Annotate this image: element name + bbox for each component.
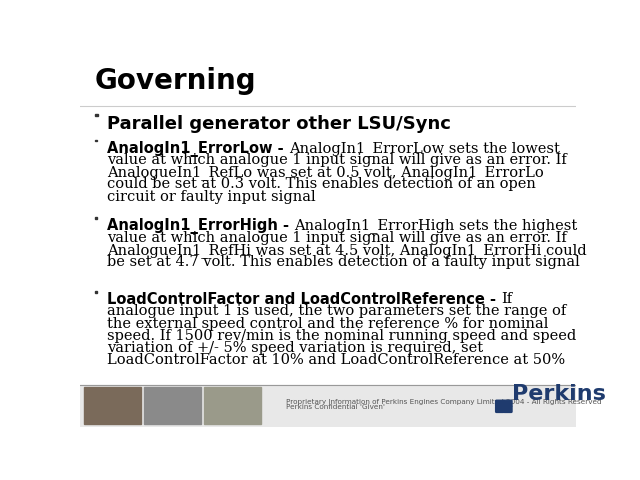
Text: LoadControlFactor and LoadControlReference -: LoadControlFactor and LoadControlReferen… xyxy=(108,292,501,307)
FancyBboxPatch shape xyxy=(495,400,504,407)
Text: speed. If 1500 rev/min is the nominal running speed and speed: speed. If 1500 rev/min is the nominal ru… xyxy=(108,329,577,343)
Text: AnalogueIn1_RefLo was set at 0.5 volt, AnalogIn1_ErrorLo: AnalogueIn1_RefLo was set at 0.5 volt, A… xyxy=(108,165,544,180)
Text: could be set at 0.3 volt. This enables detection of an open: could be set at 0.3 volt. This enables d… xyxy=(108,177,536,192)
FancyBboxPatch shape xyxy=(495,406,504,412)
Text: Parallel generator other LSU/Sync: Parallel generator other LSU/Sync xyxy=(108,115,451,133)
Bar xyxy=(95,140,97,142)
Text: AnalogueIn1_RefHi was set at 4.5 volt, AnalogIn1_ErrorHi could: AnalogueIn1_RefHi was set at 4.5 volt, A… xyxy=(108,243,587,258)
Text: Proprietary Information of Perkins Engines Company Limited 2004 - All Rights Res: Proprietary Information of Perkins Engin… xyxy=(286,399,602,405)
Bar xyxy=(95,114,98,116)
Bar xyxy=(80,384,576,427)
Bar xyxy=(95,217,97,219)
Text: circuit or faulty input signal: circuit or faulty input signal xyxy=(108,190,316,204)
FancyBboxPatch shape xyxy=(504,406,512,412)
Bar xyxy=(84,387,141,423)
Text: AnalogIn1_ErrorLow -: AnalogIn1_ErrorLow - xyxy=(108,141,289,157)
Text: variation of +/- 5% speed variation is required, set: variation of +/- 5% speed variation is r… xyxy=(108,341,483,355)
Text: If: If xyxy=(501,292,513,306)
Bar xyxy=(144,387,201,423)
Text: be set at 4.7 volt. This enables detection of a faulty input signal: be set at 4.7 volt. This enables detecti… xyxy=(108,255,580,269)
Text: the external speed control and the reference % for nominal: the external speed control and the refer… xyxy=(108,317,548,331)
Text: Perkins: Perkins xyxy=(511,384,605,404)
Text: Governing: Governing xyxy=(95,67,257,95)
FancyBboxPatch shape xyxy=(504,400,512,407)
Text: AnalogIn1_ErrorHigh sets the highest: AnalogIn1_ErrorHigh sets the highest xyxy=(294,218,578,233)
Text: value at which analogue 1 input signal will give as an error. If: value at which analogue 1 input signal w… xyxy=(108,230,567,245)
Text: AnalogIn1_ErrorLow sets the lowest: AnalogIn1_ErrorLow sets the lowest xyxy=(289,141,560,156)
Text: analogue input 1 is used, the two parameters set the range of: analogue input 1 is used, the two parame… xyxy=(108,304,566,319)
Bar xyxy=(95,291,97,293)
Text: LoadControlFactor at 10% and LoadControlReference at 50%: LoadControlFactor at 10% and LoadControl… xyxy=(108,353,565,367)
Bar xyxy=(204,387,261,423)
Text: value at which analogue 1 input signal will give as an error. If: value at which analogue 1 input signal w… xyxy=(108,153,567,167)
Text: AnalogIn1_ErrorHigh -: AnalogIn1_ErrorHigh - xyxy=(108,218,294,234)
Text: Perkins Confidential 'Given': Perkins Confidential 'Given' xyxy=(286,404,385,409)
